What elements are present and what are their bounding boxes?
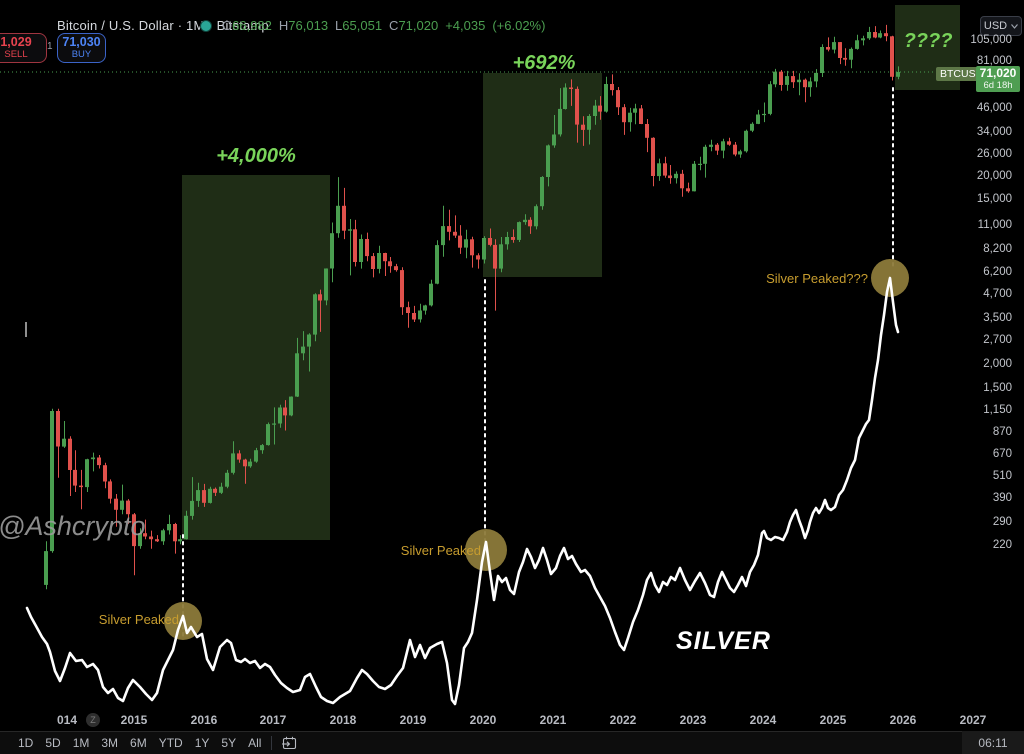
buy-price: 71,030: [62, 35, 101, 50]
buy-label: BUY: [71, 48, 92, 60]
price-tick: 81,000: [976, 55, 1012, 68]
sell-button[interactable]: 1,029 SELL: [0, 33, 47, 63]
watermark: @Ashcrypto: [0, 511, 146, 541]
year-tick: 2015: [120, 713, 148, 727]
bottom-toolbar: 1D 5D 1M 3M 6M YTD 1Y 5Y All: [0, 731, 1024, 754]
clock: 06:11: [962, 731, 1024, 754]
silver-peaked-label-1[interactable]: Silver Peaked: [98, 612, 179, 627]
range-buttons: 1D 5D 1M 3M 6M YTD 1Y 5Y All: [12, 734, 267, 752]
year-tick: 2019: [399, 713, 427, 727]
gain-label-2[interactable]: +692%: [512, 52, 576, 74]
price-tick: 26,000: [976, 148, 1012, 161]
range-button-6m[interactable]: 6M: [124, 734, 153, 752]
price-tick: 220: [992, 538, 1012, 551]
price-tick: 2,000: [983, 358, 1012, 371]
price-tick: 1,150: [983, 403, 1012, 416]
year-tick: 014: [56, 713, 78, 727]
current-price-badge: 71,020 6d 18h: [976, 66, 1020, 92]
toolbar-divider: [271, 736, 273, 750]
highlight-box[interactable]: [483, 73, 602, 277]
price-tick: 1,500: [983, 381, 1012, 394]
range-button-3m[interactable]: 3M: [95, 734, 124, 752]
change-value: +4,035: [445, 18, 486, 33]
change-percent: (+6.02%): [492, 18, 546, 33]
time-axis[interactable]: 014 2015 2016 2017 2018 2019 2020 2021 2022 2023 2…: [0, 712, 1024, 731]
price-tick: 870: [992, 426, 1012, 439]
year-tick: 2022: [609, 713, 637, 727]
go-to-date-button[interactable]: [280, 734, 299, 752]
year-tick: 2025: [819, 713, 847, 727]
year-tick: 2023: [679, 713, 707, 727]
sell-label: SELL: [4, 48, 28, 60]
price-tick: 670: [992, 447, 1012, 460]
price-tick: 290: [992, 516, 1012, 529]
left-tick-artifact: [25, 322, 27, 337]
price-tick: 46,000: [976, 101, 1012, 114]
year-tick: 2026: [889, 713, 917, 727]
sell-price: 1,029: [0, 35, 32, 50]
silver-peaked-label-2[interactable]: Silver Peaked: [400, 543, 481, 558]
open-value: 66,982: [232, 18, 272, 33]
range-button-1y[interactable]: 1Y: [189, 734, 216, 752]
current-price-value: 71,020: [979, 66, 1017, 80]
price-tick: 390: [992, 492, 1012, 505]
price-tick: 4,700: [983, 288, 1012, 301]
price-tick: 3,500: [983, 312, 1012, 325]
candlestick-series: [44, 24, 900, 590]
year-tick: 2024: [749, 713, 777, 727]
bar-countdown: 6d 18h: [983, 80, 1013, 91]
gain-label-3[interactable]: ????: [903, 30, 953, 52]
range-button-5d[interactable]: 5D: [39, 734, 66, 752]
currency-selector[interactable]: USD: [980, 16, 1022, 36]
symbol-title[interactable]: Bitcoin / U.S. Dollar · 1M · Bitstamp: [57, 18, 269, 33]
timezone-badge: Z: [86, 713, 100, 727]
range-button-1d[interactable]: 1D: [12, 734, 39, 752]
ohlc-values: O66,982 H76,013 L65,051 C71,020 +4,035 (+6.02…: [222, 18, 545, 33]
range-button-5y[interactable]: 5Y: [215, 734, 242, 752]
price-axis[interactable]: 105,000 81,000 46,000 34,000 26,000 20,000 15,…: [962, 0, 1024, 712]
low-label: L: [335, 18, 343, 33]
low-value: 65,051: [342, 18, 383, 33]
open-label: O: [222, 18, 233, 33]
silver-line[interactable]: [25, 276, 900, 706]
price-tick: 2,700: [983, 333, 1012, 346]
price-tick: 105,000: [970, 34, 1012, 46]
chart-canvas[interactable]: [0, 0, 1024, 712]
range-button-ytd[interactable]: YTD: [153, 734, 189, 752]
year-tick: 2017: [259, 713, 287, 727]
spread-value: 1: [47, 41, 53, 52]
buy-button[interactable]: 71,030 BUY: [57, 33, 106, 63]
price-tick: 34,000: [976, 126, 1012, 139]
currency-value: USD: [983, 20, 1008, 32]
price-tick: 510: [992, 470, 1012, 483]
silver-peaked-label-3[interactable]: Silver Peaked???: [766, 271, 868, 286]
range-button-1m[interactable]: 1M: [67, 734, 96, 752]
close-label: C: [389, 18, 399, 33]
year-tick: 2020: [469, 713, 497, 727]
year-tick: 2016: [190, 713, 218, 727]
gain-label-1[interactable]: +4,000%: [216, 145, 296, 167]
price-tick: 8,200: [983, 242, 1012, 255]
market-status-icon[interactable]: [201, 21, 211, 31]
close-value: 71,020: [398, 18, 439, 33]
year-tick: 2018: [329, 713, 357, 727]
silver-series-label[interactable]: SILVER: [676, 627, 771, 655]
symbol-price-tag: BTCUSD: [936, 67, 988, 81]
year-tick: 2021: [539, 713, 567, 727]
chevron-down-icon: [1011, 23, 1019, 29]
price-tick: 11,000: [977, 218, 1012, 231]
year-tick: 2027: [959, 713, 987, 727]
range-button-all[interactable]: All: [242, 734, 267, 752]
calendar-icon: [282, 736, 297, 750]
price-tick: 6,200: [983, 265, 1012, 278]
price-tick: 15,000: [976, 193, 1012, 206]
high-label: H: [278, 18, 289, 33]
price-tick: 20,000: [976, 169, 1012, 182]
high-value: 76,013: [288, 18, 329, 33]
highlight-box[interactable]: [182, 175, 330, 540]
